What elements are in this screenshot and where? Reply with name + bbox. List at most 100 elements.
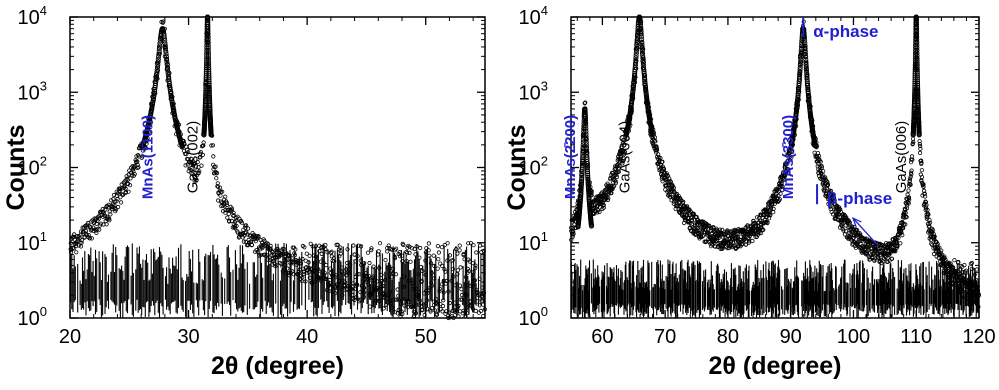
data-point [819,163,824,169]
data-point [466,268,472,274]
peak-point [799,40,805,46]
peak-point [205,39,211,45]
data-point [111,192,117,198]
peak-point [639,47,645,53]
peak-point [578,187,584,194]
data-point [199,163,204,168]
data-point [285,257,290,262]
data-point [234,223,239,229]
peak-point [583,126,589,132]
data-point [685,213,690,218]
peak-point [914,81,921,87]
x-tick-label: 30 [177,326,199,348]
data-point [256,235,261,240]
peak-point [798,59,804,65]
peak-point [206,82,212,88]
peak-point [583,123,589,129]
panel-2: 60 70 80 90 100 110 120 100 101 102 103 104 2θ (degr… [503,3,996,380]
data-point [323,243,328,248]
peak-point [806,96,812,102]
y-tick-label: 104 [18,3,47,29]
data-point [909,172,914,177]
data-point [746,236,752,241]
data-point [82,235,87,240]
peak-label: GaAs(004) [616,121,633,194]
data-point [790,149,795,155]
data-point [744,239,749,244]
peak-4 [910,14,922,138]
arrow-shaft [852,217,880,247]
data-point [699,234,704,239]
y-tick-label: 102 [18,154,47,180]
data-point [876,255,881,260]
data-point [872,258,877,263]
peak-point [206,84,212,90]
peak-point [155,62,161,68]
data-point [128,176,133,181]
peak-point [914,45,920,51]
data-point [457,243,462,248]
peak-point [794,102,800,109]
data-point [903,210,908,215]
data-point [211,167,216,172]
data-point [161,19,166,24]
data-point [113,209,118,214]
data-point [269,249,274,254]
data-point [972,272,977,277]
peak-point [584,147,590,153]
data-point [771,210,776,215]
data-point [81,231,86,236]
peak-point [585,174,591,180]
data-point [440,303,446,309]
peak-point [583,144,590,151]
data-point [690,217,695,223]
peak-1 [575,106,595,230]
peak-point [162,40,168,46]
peak-point [812,143,818,149]
x-tick-label: 20 [59,326,81,348]
data-point [475,299,480,304]
data-point [917,150,923,155]
data-point [601,205,606,210]
data-point [356,243,361,248]
data-point [211,154,216,159]
x-tick-label: 80 [717,326,739,348]
peak-point [205,29,211,35]
data-point [293,247,298,252]
peak-point [914,26,920,32]
data-point [192,178,197,183]
peak-point [914,31,920,37]
peak-point [585,181,591,187]
data-point [132,172,137,177]
peak-point [642,82,648,88]
data-point [435,244,440,249]
peak-label: GaAs(006) [893,121,910,194]
data-point [931,251,937,257]
peak-point [802,40,808,46]
data-point [307,253,312,258]
data-point [613,181,619,186]
peak-point [914,42,920,48]
data-point [948,261,953,266]
data-point [777,197,783,202]
peak-point [205,21,211,27]
data-point [118,187,123,192]
data-point [786,167,791,172]
data-point [889,256,895,261]
data-point [455,251,460,256]
data-point [667,194,673,199]
peak-point [156,48,162,54]
data-point [939,248,944,253]
data-point [196,171,201,176]
data-point [785,158,791,163]
data-point [97,216,102,221]
peak-point [157,40,163,46]
peak-point [204,45,210,51]
data-point [616,166,622,171]
data-point [285,266,290,271]
data-point [183,163,188,168]
y-tick-label: 102 [519,154,548,180]
phase-label: α-phase [813,22,878,41]
arrow-head [851,216,862,227]
data-point [665,173,670,178]
